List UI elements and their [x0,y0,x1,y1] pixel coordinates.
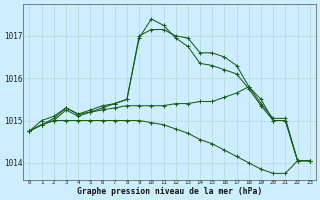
X-axis label: Graphe pression niveau de la mer (hPa): Graphe pression niveau de la mer (hPa) [77,187,262,196]
